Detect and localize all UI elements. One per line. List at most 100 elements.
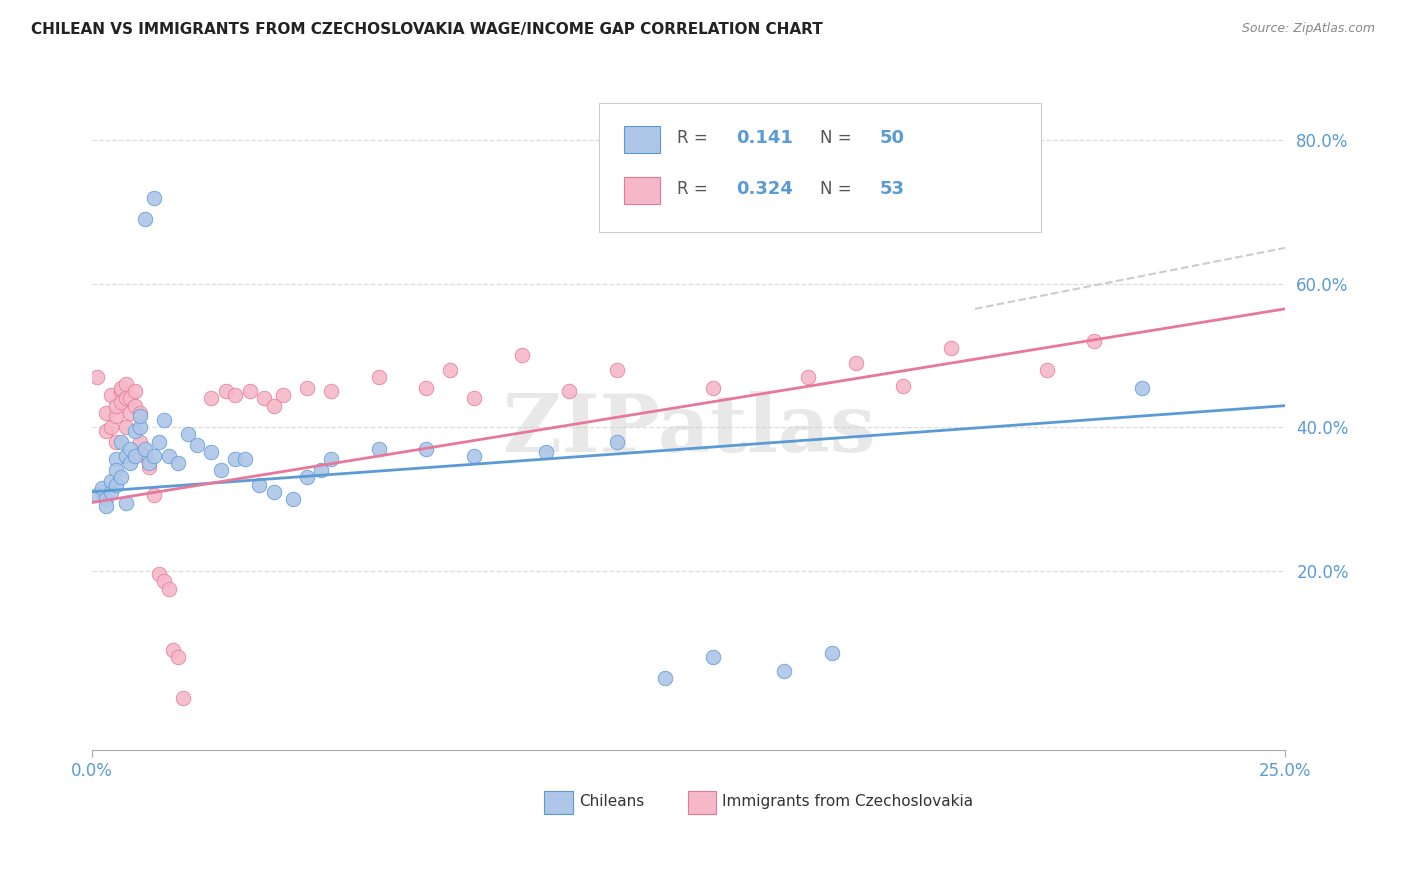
Point — [263, 399, 285, 413]
Point — [129, 420, 152, 434]
Point — [702, 381, 724, 395]
Point — [105, 477, 128, 491]
FancyBboxPatch shape — [544, 791, 574, 814]
Point — [702, 649, 724, 664]
Point — [209, 463, 232, 477]
Point — [124, 384, 146, 399]
Point — [96, 491, 118, 506]
Point — [120, 392, 142, 406]
Point — [167, 456, 190, 470]
Point — [654, 671, 676, 685]
Point — [114, 495, 136, 509]
Point — [105, 452, 128, 467]
Point — [606, 363, 628, 377]
Point — [114, 377, 136, 392]
Point — [176, 427, 198, 442]
Point — [263, 484, 285, 499]
Point — [138, 459, 160, 474]
Point — [309, 463, 332, 477]
Point — [138, 456, 160, 470]
Point — [124, 399, 146, 413]
Text: 0.324: 0.324 — [737, 180, 793, 198]
Point — [415, 381, 437, 395]
Point — [148, 434, 170, 449]
Point — [224, 452, 246, 467]
Text: R =: R = — [676, 129, 713, 147]
Point — [110, 381, 132, 395]
Point — [110, 470, 132, 484]
Text: N =: N = — [820, 129, 856, 147]
Point — [558, 384, 581, 399]
Point — [129, 406, 152, 420]
Point — [162, 642, 184, 657]
Point — [129, 434, 152, 449]
Point — [534, 445, 557, 459]
Point — [129, 409, 152, 424]
Point — [271, 388, 294, 402]
FancyBboxPatch shape — [624, 126, 659, 153]
Point — [134, 212, 156, 227]
Point — [845, 356, 868, 370]
Point — [134, 449, 156, 463]
Text: N =: N = — [820, 180, 856, 198]
Text: 0.141: 0.141 — [737, 129, 793, 147]
Point — [100, 474, 122, 488]
Point — [797, 370, 820, 384]
Point — [157, 582, 180, 596]
Point — [110, 434, 132, 449]
Point — [367, 442, 389, 456]
Point — [96, 424, 118, 438]
Point — [86, 370, 108, 384]
Point — [110, 395, 132, 409]
Point — [96, 499, 118, 513]
Point — [233, 452, 256, 467]
Point — [773, 664, 796, 678]
Point — [105, 434, 128, 449]
Point — [124, 424, 146, 438]
Text: ZIPatlas: ZIPatlas — [502, 391, 875, 468]
Point — [224, 388, 246, 402]
Text: 50: 50 — [880, 129, 904, 147]
Text: Immigrants from Czechoslovakia: Immigrants from Czechoslovakia — [723, 794, 973, 809]
Point — [157, 449, 180, 463]
Point — [215, 384, 238, 399]
Text: CHILEAN VS IMMIGRANTS FROM CZECHOSLOVAKIA WAGE/INCOME GAP CORRELATION CHART: CHILEAN VS IMMIGRANTS FROM CZECHOSLOVAKI… — [31, 22, 823, 37]
Point — [606, 434, 628, 449]
Point — [105, 399, 128, 413]
Point — [148, 567, 170, 582]
Point — [120, 456, 142, 470]
FancyBboxPatch shape — [599, 103, 1040, 232]
Point — [96, 406, 118, 420]
FancyBboxPatch shape — [688, 791, 716, 814]
Point — [200, 392, 222, 406]
Point — [100, 484, 122, 499]
Point — [143, 191, 166, 205]
Point — [110, 384, 132, 399]
Point — [821, 646, 844, 660]
Point — [319, 384, 342, 399]
Point — [1035, 363, 1057, 377]
Point — [186, 438, 208, 452]
Point — [100, 420, 122, 434]
Point — [1083, 334, 1105, 348]
Point — [134, 442, 156, 456]
Point — [114, 420, 136, 434]
Point — [253, 392, 276, 406]
Point — [114, 392, 136, 406]
Point — [463, 449, 485, 463]
Text: Source: ZipAtlas.com: Source: ZipAtlas.com — [1241, 22, 1375, 36]
Point — [295, 381, 318, 395]
Point — [281, 491, 304, 506]
Point — [152, 574, 174, 589]
Text: 53: 53 — [880, 180, 904, 198]
Text: Chileans: Chileans — [579, 794, 644, 809]
Point — [367, 370, 389, 384]
Point — [86, 488, 108, 502]
Point — [90, 484, 112, 499]
Point — [124, 449, 146, 463]
Point — [105, 463, 128, 477]
Point — [510, 348, 533, 362]
Point — [1130, 381, 1153, 395]
Point — [105, 409, 128, 424]
Point — [239, 384, 262, 399]
